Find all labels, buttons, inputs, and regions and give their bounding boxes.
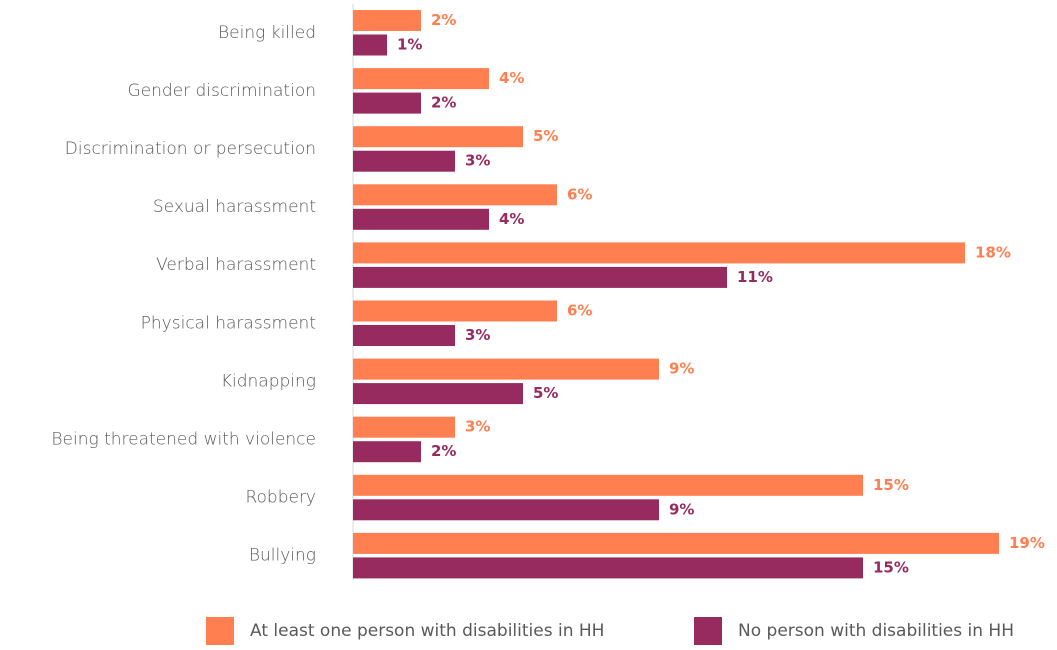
- data-label-series-1: 4%: [499, 69, 524, 87]
- category-label: Robbery: [245, 488, 316, 508]
- legend-item-series-1: At least one person with disabilities in…: [206, 617, 604, 645]
- chart-marks: Being killed 2% 1% Gender discrimination 4% 2…: [51, 10, 1045, 579]
- data-label-series-2: 1%: [397, 36, 422, 54]
- bar-series-1: [353, 532, 999, 554]
- data-label-series-2: 3%: [465, 326, 490, 344]
- category-label: Being threatened with violence: [51, 429, 316, 449]
- bar-series-1: [353, 184, 557, 206]
- bar-series-2: [353, 499, 659, 521]
- category-label: Kidnapping: [221, 371, 316, 391]
- data-label-series-2: 15%: [873, 558, 909, 576]
- category-label: Sexual harassment: [153, 197, 316, 217]
- data-label-series-2: 9%: [669, 500, 694, 518]
- data-label-series-1: 9%: [669, 360, 694, 378]
- bar-series-1: [353, 300, 557, 322]
- legend-swatch-series-1: [206, 617, 234, 645]
- legend-swatch-series-2: [694, 617, 722, 645]
- bar-series-1: [353, 242, 965, 264]
- data-label-series-2: 4%: [499, 210, 524, 228]
- data-label-series-2: 2%: [431, 442, 456, 460]
- bar-series-1: [353, 68, 489, 90]
- bar-series-2: [353, 557, 863, 579]
- data-label-series-1: 2%: [431, 11, 456, 29]
- legend-label-series-1: At least one person with disabilities in…: [250, 621, 605, 641]
- data-label-series-1: 18%: [975, 243, 1011, 261]
- data-label-series-1: 6%: [567, 185, 592, 203]
- bar-series-2: [353, 34, 387, 56]
- category-label: Bullying: [249, 546, 316, 566]
- data-label-series-2: 3%: [465, 152, 490, 170]
- legend-item-series-2: No person with disabilities in HH: [694, 617, 1014, 645]
- data-label-series-1: 5%: [533, 127, 558, 145]
- category-label: Discrimination or persecution: [65, 139, 316, 159]
- category-label: Verbal harassment: [156, 255, 316, 275]
- bar-series-2: [353, 208, 489, 230]
- category-label: Being killed: [218, 23, 316, 43]
- data-label-series-1: 19%: [1009, 534, 1045, 552]
- bar-series-2: [353, 383, 523, 405]
- legend: At least one person with disabilities in…: [0, 617, 1057, 647]
- bar-series-1: [353, 416, 455, 438]
- data-label-series-1: 6%: [567, 302, 592, 320]
- bar-series-2: [353, 441, 421, 463]
- bar-series-1: [353, 358, 659, 380]
- legend-label-series-2: No person with disabilities in HH: [738, 621, 1014, 641]
- bar-series-2: [353, 325, 455, 346]
- bar-series-2: [353, 266, 727, 288]
- category-label: Physical harassment: [141, 313, 316, 333]
- bar-series-2: [353, 150, 455, 172]
- bar-series-2: [353, 92, 421, 114]
- data-label-series-2: 11%: [737, 268, 773, 286]
- bar-series-1: [353, 10, 421, 31]
- bar-series-1: [353, 474, 863, 496]
- data-label-series-2: 5%: [533, 384, 558, 402]
- data-label-series-1: 15%: [873, 476, 909, 494]
- data-label-series-1: 3%: [465, 418, 490, 436]
- bar-series-1: [353, 126, 523, 148]
- category-label: Gender discrimination: [127, 81, 316, 101]
- data-label-series-2: 2%: [431, 94, 456, 112]
